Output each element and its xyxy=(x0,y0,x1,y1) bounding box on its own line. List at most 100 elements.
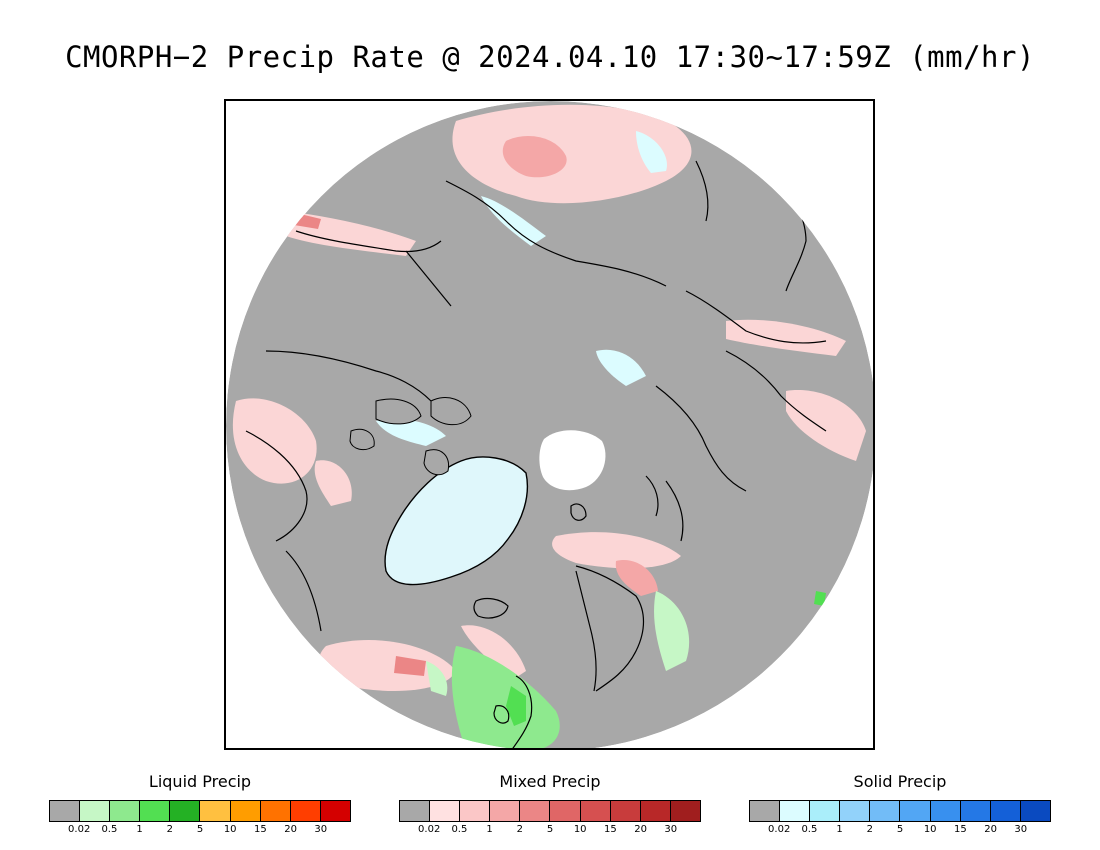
legend-liquid-tick-label: 10 xyxy=(223,824,237,835)
solid-precip-siberian-coast xyxy=(481,196,546,246)
legend-mixed-swatch xyxy=(520,801,551,821)
legend-solid-tick-label: 0.02 xyxy=(768,824,791,835)
mixed-precip-siberia-core xyxy=(502,136,567,178)
legend-mixed-swatch xyxy=(610,801,641,821)
greenland-ice-sheet xyxy=(384,456,529,586)
legend-solid-swatch xyxy=(810,801,841,821)
coast-kara-sea xyxy=(665,480,684,542)
legend-liquid-swatch xyxy=(230,801,261,821)
mixed-precip-norwegian-sea xyxy=(552,532,681,569)
coast-hudson-bay xyxy=(245,430,308,542)
legend-mixed-swatch xyxy=(670,801,700,821)
legend-liquid-swatch xyxy=(200,801,231,821)
legend-solid-tick-label: 20 xyxy=(984,824,997,835)
legend-solid-swatch xyxy=(780,801,811,821)
legend-solid-swatch xyxy=(900,801,931,821)
coast-kamchatka xyxy=(695,160,709,222)
legend-liquid-tick-label: 2 xyxy=(166,824,173,835)
legend-solid-tick-label: 30 xyxy=(1014,824,1028,835)
island-ellesmere xyxy=(430,397,472,426)
legend-mixed-tick-label: 20 xyxy=(634,824,647,835)
pole-data-hole xyxy=(539,430,606,491)
legend-liquid-swatch xyxy=(50,801,81,821)
legend-mixed-tick-label: 30 xyxy=(664,824,678,835)
legend-solid-swatch xyxy=(750,801,781,821)
legend-liquid-tick-label: 20 xyxy=(284,824,297,835)
solid-precip-areas xyxy=(376,131,667,446)
legend-liquid-tick-label: 0.5 xyxy=(101,824,118,835)
coast-canadian-arctic xyxy=(265,350,432,402)
legend-liquid-swatch xyxy=(140,801,171,821)
legend-liquid-tick-label: 15 xyxy=(254,824,267,835)
coast-ireland xyxy=(493,705,510,724)
legend-mixed-title: Mixed Precip xyxy=(499,772,601,791)
legend-solid-tick-label: 15 xyxy=(954,824,967,835)
mixed-precip-scandinavia xyxy=(615,560,658,596)
no-precip-disc xyxy=(226,101,873,748)
legend-solid-swatches xyxy=(749,800,1051,822)
map-panel xyxy=(224,99,875,750)
legend-liquid-swatch xyxy=(170,801,201,821)
legend-liquid: Liquid Precip 0.02 0.5 1 2 5 10 15 20 30 xyxy=(49,772,351,840)
mixed-precip-east-asia xyxy=(786,390,866,461)
coast-novaya-zemlya xyxy=(645,475,659,517)
legend-solid-title: Solid Precip xyxy=(853,772,947,791)
legend-solid-tick-label: 5 xyxy=(896,824,904,835)
legend-solid-swatch xyxy=(1020,801,1050,821)
map-title: CMORPH−2 Precip Rate @ 2024.04.10 17:30~… xyxy=(65,40,1035,74)
mixed-precip-atlantic xyxy=(318,640,456,691)
island-banks xyxy=(349,428,375,451)
mixed-precip-siberia xyxy=(452,104,692,204)
legend-mixed-swatch xyxy=(430,801,461,821)
legend-liquid-tick-label: 5 xyxy=(196,824,204,835)
liquid-precip-iceland-south xyxy=(426,661,448,696)
mixed-precip-hudson xyxy=(314,460,352,506)
legend-solid-swatch xyxy=(990,801,1021,821)
mixed-precip-atlantic-core xyxy=(394,656,426,676)
legend-mixed-tick-label: 2 xyxy=(516,824,523,835)
liquid-precip-baltic xyxy=(654,591,690,671)
liquid-precip-uk-core xyxy=(506,686,526,726)
border-alaska-canada xyxy=(405,250,452,307)
mixed-precip-canada xyxy=(232,398,317,484)
legend-liquid-swatch xyxy=(320,801,350,821)
legend-liquid-tick-label: 0.02 xyxy=(68,824,91,835)
legend-mixed: Mixed Precip 0.02 0.5 1 2 5 10 15 20 30 xyxy=(399,772,701,840)
island-victoria xyxy=(375,398,422,425)
polar-map xyxy=(226,101,873,748)
liquid-precip-areas xyxy=(426,591,826,748)
legend-liquid-swatch xyxy=(290,801,321,821)
liquid-precip-east-europe xyxy=(814,591,826,606)
island-baffin xyxy=(423,449,450,476)
legend-mixed-tick-label: 1 xyxy=(486,824,493,835)
coast-labrador xyxy=(285,550,322,632)
legend-solid-ticks: 0.02 0.5 1 2 5 10 15 20 30 xyxy=(749,824,1051,840)
legend-mixed-swatches xyxy=(399,800,701,822)
legend-solid-tick-label: 0.5 xyxy=(801,824,818,835)
coast-siberia-east xyxy=(445,180,667,287)
legend-mixed-tick-label: 15 xyxy=(604,824,617,835)
legend-mixed-tick-label: 10 xyxy=(573,824,587,835)
coast-scandinavia xyxy=(575,565,645,692)
solid-precip-chukotka xyxy=(636,131,667,173)
legend-liquid-swatches xyxy=(49,800,351,822)
legend-liquid-swatch xyxy=(110,801,141,821)
legend-liquid-swatch xyxy=(80,801,111,821)
legend-solid-tick-label: 1 xyxy=(836,824,843,835)
solid-precip-archipelago xyxy=(376,419,446,446)
legend-mixed-tick-label: 0.02 xyxy=(418,824,441,835)
legend-mixed-ticks: 0.02 0.5 1 2 5 10 15 20 30 xyxy=(399,824,701,840)
legend-mixed-swatch xyxy=(490,801,521,821)
coast-alaska xyxy=(295,230,442,253)
coast-norway xyxy=(575,570,597,692)
legend-liquid-title: Liquid Precip xyxy=(148,772,252,791)
mixed-precip-central-siberia xyxy=(726,319,846,356)
legend-liquid-swatch xyxy=(260,801,291,821)
legend-mixed-swatch xyxy=(640,801,671,821)
legend-liquid-ticks: 0.02 0.5 1 2 5 10 15 20 30 xyxy=(49,824,351,840)
coast-british-isles xyxy=(510,675,533,748)
coast-svalbard xyxy=(570,503,587,521)
legend-mixed-swatch xyxy=(400,801,431,821)
liquid-precip-british-isles xyxy=(451,646,560,748)
solid-precip-arctic-ocean xyxy=(596,349,646,386)
